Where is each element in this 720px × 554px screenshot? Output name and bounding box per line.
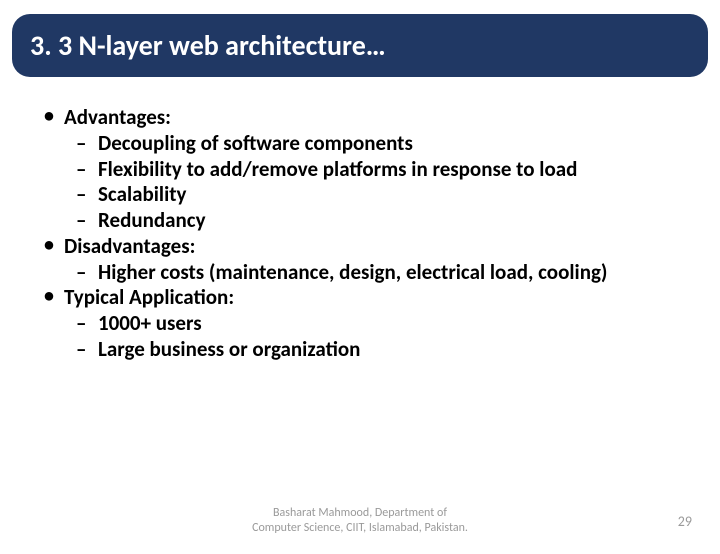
sub-item-text: Large business or organization bbox=[98, 336, 360, 362]
bullet-list: Advantages: Decoupling of software compo… bbox=[24, 105, 696, 362]
slide-title-banner: 3. 3 N-layer web architecture… bbox=[12, 14, 708, 77]
sub-list: 1000+ users Large business or organizati… bbox=[64, 311, 696, 362]
bullet-label: Disadvantages: bbox=[64, 233, 195, 259]
bullet-item: Advantages: Decoupling of software compo… bbox=[24, 105, 696, 233]
footer-line-2: Computer Science, CIIT, Islamabad, Pakis… bbox=[252, 521, 468, 535]
bullet-item: Disadvantages: Higher costs (maintenance… bbox=[24, 234, 696, 285]
page-number-text: 29 bbox=[678, 513, 692, 530]
sub-list: Higher costs (maintenance, design, elect… bbox=[64, 260, 696, 285]
sub-item-text: Scalability bbox=[98, 181, 186, 207]
sub-item: Large business or organization bbox=[64, 337, 696, 362]
sub-item-text: Decoupling of software components bbox=[98, 130, 413, 156]
sub-item: Scalability bbox=[64, 182, 696, 207]
sub-item: Higher costs (maintenance, design, elect… bbox=[64, 260, 696, 285]
sub-list: Decoupling of software components Flexib… bbox=[64, 131, 696, 233]
sub-item: 1000+ users bbox=[64, 311, 696, 336]
footer-line-1: Basharat Mahmood, Department of bbox=[273, 506, 447, 520]
slide-title: 3. 3 N-layer web architecture… bbox=[30, 28, 386, 63]
bullet-label: Advantages: bbox=[64, 104, 171, 130]
sub-item: Flexibility to add/remove platforms in r… bbox=[64, 157, 696, 182]
bullet-item: Typical Application: 1000+ users Large b… bbox=[24, 285, 696, 361]
sub-item: Redundancy bbox=[64, 208, 696, 233]
slide-body: Advantages: Decoupling of software compo… bbox=[0, 77, 720, 362]
sub-item-text: Redundancy bbox=[98, 207, 206, 233]
sub-item-text: Higher costs (maintenance, design, elect… bbox=[98, 259, 607, 285]
page-number: 29 bbox=[678, 513, 692, 530]
sub-item: Decoupling of software components bbox=[64, 131, 696, 156]
sub-item-text: 1000+ users bbox=[98, 310, 202, 336]
footer-text: Basharat Mahmood, Department of Computer… bbox=[252, 506, 468, 536]
bullet-label: Typical Application: bbox=[64, 284, 234, 310]
slide-footer: Basharat Mahmood, Department of Computer… bbox=[0, 506, 720, 536]
sub-item-text: Flexibility to add/remove platforms in r… bbox=[98, 156, 577, 182]
